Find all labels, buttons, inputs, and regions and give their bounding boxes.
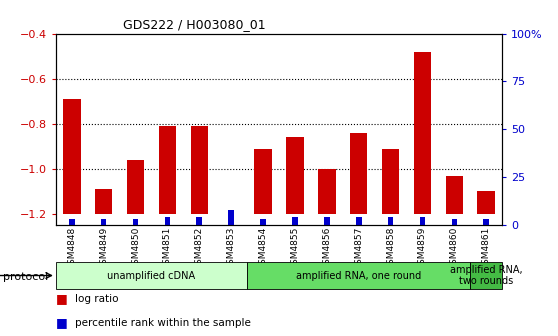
Bar: [133, 219, 138, 225]
Bar: [127, 160, 145, 214]
Text: GSM4850: GSM4850: [131, 227, 140, 270]
Bar: [95, 189, 112, 214]
Bar: [196, 217, 202, 225]
Bar: [158, 126, 176, 214]
Bar: [254, 149, 272, 214]
Bar: [382, 149, 400, 214]
Text: GSM4856: GSM4856: [323, 227, 331, 270]
Text: GSM4861: GSM4861: [482, 227, 490, 270]
Text: GSM4858: GSM4858: [386, 227, 395, 270]
Bar: [451, 219, 457, 225]
Text: ■: ■: [56, 293, 68, 305]
Text: GSM4854: GSM4854: [258, 227, 267, 270]
Bar: [260, 219, 266, 225]
Bar: [318, 169, 335, 214]
Bar: [56, 262, 247, 289]
Text: GSM4849: GSM4849: [99, 227, 108, 270]
Bar: [420, 217, 425, 225]
Text: GSM4851: GSM4851: [163, 227, 172, 270]
Text: percentile rank within the sample: percentile rank within the sample: [75, 318, 251, 328]
Text: GDS222 / H003080_01: GDS222 / H003080_01: [123, 18, 266, 31]
Text: protocol: protocol: [3, 272, 48, 282]
Bar: [446, 175, 463, 214]
Text: GSM4853: GSM4853: [227, 227, 235, 270]
Text: log ratio: log ratio: [75, 294, 119, 304]
Text: GSM4860: GSM4860: [450, 227, 459, 270]
Bar: [388, 217, 393, 225]
Bar: [478, 191, 495, 214]
Bar: [483, 219, 489, 225]
Text: GSM4852: GSM4852: [195, 227, 204, 270]
Text: GSM4855: GSM4855: [291, 227, 300, 270]
Bar: [356, 217, 362, 225]
Bar: [190, 126, 208, 214]
Text: GSM4857: GSM4857: [354, 227, 363, 270]
Bar: [292, 217, 298, 225]
Bar: [286, 137, 304, 214]
Bar: [165, 217, 170, 225]
Bar: [69, 219, 75, 225]
Bar: [413, 52, 431, 214]
Bar: [350, 133, 368, 214]
Text: GSM4859: GSM4859: [418, 227, 427, 270]
Text: unamplified cDNA: unamplified cDNA: [107, 270, 195, 281]
Bar: [247, 262, 470, 289]
Text: GSM4848: GSM4848: [68, 227, 76, 270]
Text: amplified RNA,
two rounds: amplified RNA, two rounds: [450, 265, 523, 286]
Text: amplified RNA, one round: amplified RNA, one round: [296, 270, 421, 281]
Bar: [228, 210, 234, 225]
Bar: [470, 262, 502, 289]
Bar: [101, 219, 107, 225]
Bar: [324, 217, 330, 225]
Text: ■: ■: [56, 316, 68, 329]
Bar: [63, 99, 80, 214]
